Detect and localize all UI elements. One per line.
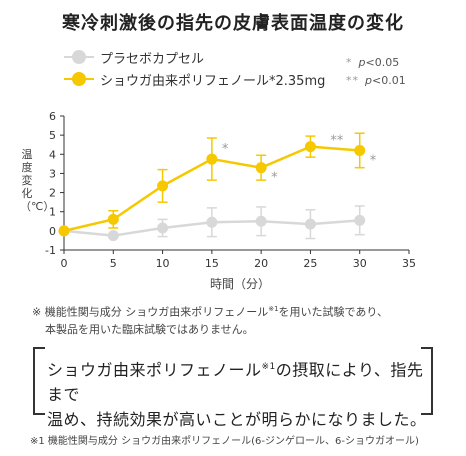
y-tick-label: 0 [49, 225, 56, 238]
x-tick-label: 10 [156, 257, 170, 270]
legend-label-placebo: プラセボカプセル [100, 52, 205, 67]
data-point-ginger [107, 213, 119, 225]
x-tick-label: 15 [205, 257, 219, 270]
significance-marker: * [222, 142, 229, 157]
footnote-ingredient: ※1 機能性関与成分 ショウガ由来ポリフェノール(6-ジンゲロール、6-ショウガ… [30, 436, 419, 447]
x-tick-label: 35 [402, 257, 416, 270]
data-point-ginger [206, 153, 218, 165]
significance-key-p001: ** p<0.01 [346, 74, 406, 87]
y-tick-label: -1 [45, 244, 56, 257]
footnote-ref: ※1 [268, 305, 279, 313]
data-point-ginger [58, 225, 70, 237]
significance-key-p005: * p<0.05 [346, 56, 399, 69]
x-tick-label: 25 [303, 257, 317, 270]
data-point-ginger [255, 162, 267, 174]
chart-title: 寒冷刺激後の指先の皮膚表面温度の変化 [62, 13, 404, 34]
conclusion-line1-suffix: の摂取により、指先まで [47, 360, 424, 405]
conclusion-ref: ※1 [261, 362, 276, 372]
p-symbol: p [358, 56, 366, 69]
data-point-ginger [304, 141, 316, 153]
x-axis-label: 時間（分） [209, 277, 270, 291]
conclusion-line2: 温め、持続効果が高いことが明らかになりました。 [47, 410, 427, 430]
y-tick-label: 4 [49, 148, 56, 161]
x-tick-label: 5 [110, 257, 117, 270]
y-tick-label: 6 [49, 110, 56, 123]
conclusion-box: ショウガ由来ポリフェノール※1の摂取により、指先まで 温め、持続効果が高いことが… [33, 347, 433, 429]
footnote-line2: 本製品を用いた臨床試験ではありません。 [45, 322, 254, 336]
data-point-ginger [157, 180, 169, 192]
data-point-placebo [255, 215, 267, 227]
significance-marker: * [370, 153, 377, 168]
data-point-placebo [107, 230, 119, 242]
y-tick-label: 3 [49, 167, 56, 180]
y-axis-label: 温度変化（℃） [20, 148, 55, 213]
y-tick-label: 1 [49, 206, 56, 219]
y-tick-label: 2 [49, 187, 56, 200]
significance-marker: * [271, 171, 278, 186]
x-tick-label: 0 [61, 257, 68, 270]
conclusion-text: ショウガ由来ポリフェノール※1の摂取により、指先まで 温め、持続効果が高いことが… [47, 355, 427, 432]
significance-mark: ** [346, 74, 359, 87]
legend-label-ginger: ショウガ由来ポリフェノール*2.35mg [100, 74, 326, 89]
legend-marker-ginger [72, 72, 86, 86]
y-tick-label: 5 [49, 129, 56, 142]
data-point-placebo [354, 214, 366, 226]
footnote-disclaimer: ※ 機能性関与成分 ショウガ由来ポリフェノール※1を用いた試験であり、 本製品を… [32, 301, 452, 338]
data-point-ginger [354, 144, 366, 156]
x-tick-label: 20 [254, 257, 268, 270]
significance-mark: * [346, 56, 353, 69]
x-tick-label: 30 [353, 257, 367, 270]
p-symbol: p [365, 74, 372, 87]
legend-marker-placebo [72, 50, 86, 64]
data-point-placebo [304, 218, 316, 230]
significance-marker: ** [330, 134, 344, 149]
footnote-line1-prefix: ※ 機能性関与成分 ショウガ由来ポリフェノール [32, 305, 269, 319]
p-threshold: <0.01 [371, 74, 406, 87]
footnote-line1-suffix: を用いた試験であり、 [278, 305, 388, 319]
data-point-placebo [206, 216, 218, 228]
conclusion-prefix: ショウガ由来ポリフェノール [47, 360, 262, 380]
p-threshold: <0.05 [365, 56, 400, 69]
data-point-placebo [157, 222, 169, 234]
